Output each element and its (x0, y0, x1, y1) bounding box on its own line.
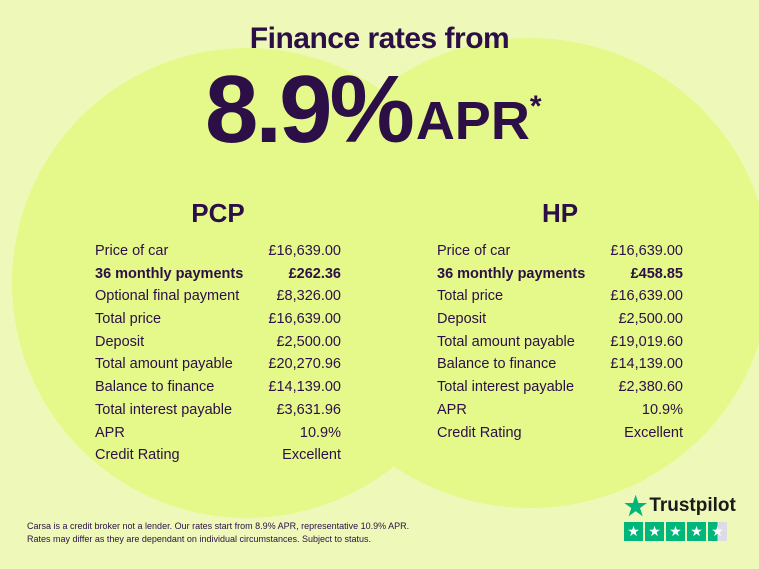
row-value: £16,639.00 (610, 243, 683, 259)
table-row: Total interest payable £3,631.96 (95, 399, 341, 422)
asterisk: * (529, 90, 542, 123)
table-row: Balance to finance £14,139.00 (95, 376, 341, 399)
row-value: £16,639.00 (268, 243, 341, 259)
star-icon: ★ (624, 491, 648, 521)
row-label: Total amount payable (437, 333, 575, 350)
pcp-title: PCP (191, 198, 245, 228)
hp-table: HP Price of car £16,639.00 36 monthly paym… (437, 198, 683, 444)
table-row: Price of car £16,639.00 (95, 240, 341, 263)
row-label: 36 monthly payments (437, 265, 586, 282)
rating-star-icon: ★ (687, 522, 706, 541)
row-value: £262.36 (288, 265, 341, 282)
table-row: Total amount payable £19,019.60 (437, 331, 683, 354)
table-row: Deposit £2,500.00 (437, 308, 683, 331)
row-value: £2,380.60 (618, 379, 683, 396)
rating-star-icon: ★ (645, 522, 664, 541)
row-value: Excellent (282, 447, 341, 464)
row-value: £14,139.00 (268, 379, 341, 396)
rating-star-icon: ★ (624, 522, 643, 541)
apr-label: APR (415, 91, 530, 151)
row-label: Price of car (95, 243, 169, 259)
table-row: Total amount payable £20,270.96 (95, 353, 341, 376)
row-value: £3,631.96 (276, 401, 341, 418)
row-label: Total price (437, 288, 504, 305)
trustpilot-badge[interactable]: ★ Trustpilot ★ ★ ★ ★ ★ (624, 493, 736, 541)
rating-star-icon: ★ (666, 522, 685, 541)
row-label: Total price (95, 311, 162, 328)
table-row: Total interest payable £2,380.60 (437, 376, 683, 399)
table-row: 36 monthly payments £458.85 (437, 263, 683, 286)
table-row: Total price £16,639.00 (437, 285, 683, 308)
headline: Finance rates from (249, 22, 510, 55)
row-value: £20,270.96 (268, 356, 341, 373)
background-circle-right (290, 38, 759, 508)
table-row: APR 10.9% (437, 399, 683, 422)
row-label: 36 monthly payments (95, 265, 244, 282)
row-label: Credit Rating (437, 424, 522, 441)
trustpilot-logo: ★ Trustpilot (624, 493, 736, 519)
table-row: 36 monthly payments £262.36 (95, 263, 341, 286)
row-value: £16,639.00 (268, 311, 341, 328)
table-row: Credit Rating Excellent (95, 444, 341, 467)
table-row: Total price £16,639.00 (95, 308, 341, 331)
table-row: Optional final payment £8,326.00 (95, 285, 341, 308)
row-label: Total interest payable (95, 401, 233, 418)
row-label: Total amount payable (95, 356, 233, 373)
row-value: £16,639.00 (610, 288, 683, 305)
row-label: Deposit (437, 311, 487, 328)
row-value: £8,326.00 (276, 288, 341, 305)
row-label: Deposit (95, 333, 145, 350)
hp-title: HP (541, 198, 579, 228)
row-value: £19,019.60 (610, 333, 683, 350)
row-label: Optional final payment (95, 288, 240, 305)
trustpilot-name: Trustpilot (649, 495, 736, 516)
rate-display: 8.9% APR * (205, 62, 542, 158)
trustpilot-rating: ★ ★ ★ ★ ★ (624, 522, 736, 541)
rate-value: 8.9% (205, 56, 415, 163)
row-label: Balance to finance (437, 356, 557, 373)
table-row: Deposit £2,500.00 (95, 331, 341, 354)
pcp-table: PCP Price of car £16,639.00 36 monthly pay… (95, 198, 341, 467)
row-value: £458.85 (630, 265, 683, 282)
row-label: APR (437, 401, 467, 418)
disclaimer: Carsa is a credit broker not a lender. O… (27, 520, 409, 546)
row-label: Balance to finance (95, 379, 215, 396)
row-value: 10.9% (641, 401, 683, 418)
disclaimer-line-2: Rates may differ as they are dependant o… (27, 534, 372, 544)
row-label: Price of car (437, 243, 511, 259)
table-row: APR 10.9% (95, 422, 341, 445)
table-row: Balance to finance £14,139.00 (437, 353, 683, 376)
row-value: 10.9% (299, 424, 341, 441)
table-row: Credit Rating Excellent (437, 422, 683, 445)
row-value: £14,139.00 (610, 356, 683, 373)
row-label: Credit Rating (95, 447, 180, 464)
row-label: APR (95, 424, 125, 441)
row-value: Excellent (624, 424, 683, 441)
row-value: £2,500.00 (618, 311, 683, 328)
row-label: Total interest payable (437, 379, 575, 396)
table-row: Price of car £16,639.00 (437, 240, 683, 263)
row-value: £2,500.00 (276, 333, 341, 350)
rating-star-icon: ★ (708, 522, 727, 541)
disclaimer-line-1: Carsa is a credit broker not a lender. O… (27, 521, 410, 531)
